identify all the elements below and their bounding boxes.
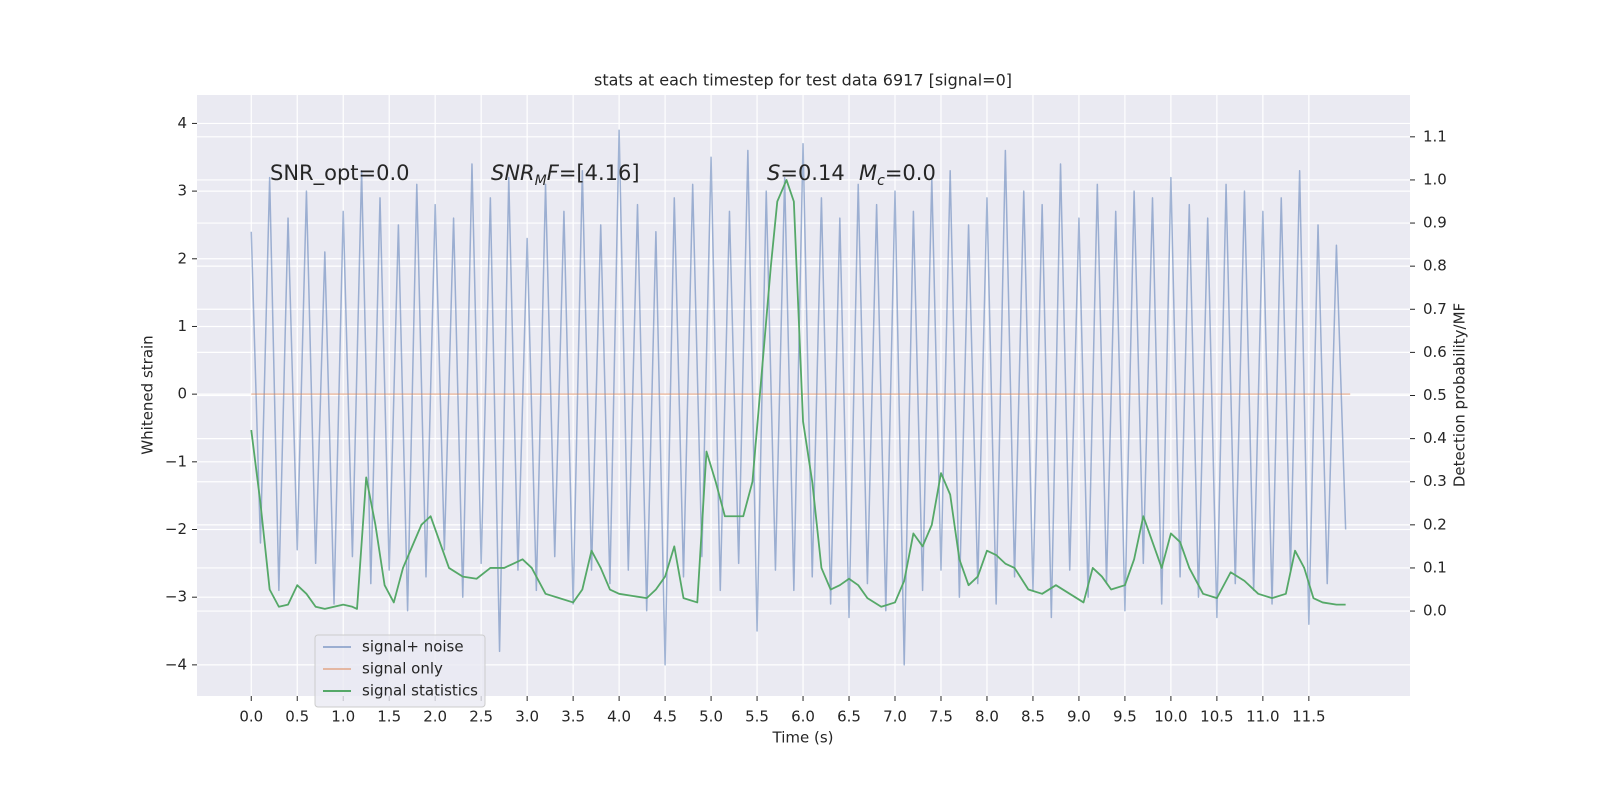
chart-title: stats at each timestep for test data 691… xyxy=(594,71,1012,90)
y2-tick-label: 0.4 xyxy=(1423,429,1447,447)
legend-label: signal only xyxy=(362,660,443,678)
x-tick-label: 5.0 xyxy=(699,708,723,726)
x-tick-label: 4.5 xyxy=(653,708,677,726)
x-tick-label: 7.5 xyxy=(929,708,953,726)
x-tick-label: 11.0 xyxy=(1246,708,1279,726)
x-tick-label: 6.5 xyxy=(837,708,861,726)
annotation-part: M xyxy=(535,173,547,189)
legend: signal+ noise signal only signal statistic… xyxy=(314,634,486,708)
x-tick-label: 5.5 xyxy=(745,708,769,726)
annotation-part: SNR_opt=0.0 xyxy=(270,161,410,186)
x-tick-label: 1.0 xyxy=(331,708,355,726)
y-tick-label: −4 xyxy=(165,655,187,673)
x-tick-label: 2.0 xyxy=(423,708,447,726)
y-tick-label: 3 xyxy=(177,182,187,200)
marks xyxy=(250,129,1351,666)
annotation-part: SNR xyxy=(491,161,535,185)
y2-tick-label: 0.5 xyxy=(1423,386,1447,404)
y2-tick-label: 0.9 xyxy=(1423,214,1447,232)
series-line xyxy=(250,179,1346,610)
x-tick-label: 2.5 xyxy=(469,708,493,726)
annotation-part: =0.0 xyxy=(885,161,936,185)
y2-tick-label: 0.8 xyxy=(1423,257,1447,275)
legend-label: signal statistics xyxy=(362,682,478,700)
annotation: S=0.14 xyxy=(767,161,845,185)
legend-label: signal+ noise xyxy=(362,638,464,656)
y2-tick-label: 0.2 xyxy=(1423,515,1447,533)
x-tick-label: 8.5 xyxy=(1021,708,1045,726)
y-tick-label: −1 xyxy=(165,452,187,470)
y-tick-label: 0 xyxy=(177,385,187,403)
annotation-part: =[4.16] xyxy=(559,161,640,185)
x-tick-label: 4.0 xyxy=(607,708,631,726)
x-tick-label: 8.0 xyxy=(975,708,999,726)
x-tick-label: 0.0 xyxy=(239,708,263,726)
x-axis-label: Time (s) xyxy=(772,729,834,747)
annotation-part: M xyxy=(859,161,877,185)
x-tick-label: 1.5 xyxy=(377,708,401,726)
y-tick-label: −2 xyxy=(165,520,187,538)
annotation: SNR_opt=0.0 xyxy=(270,161,410,186)
y-tick-label: 4 xyxy=(177,114,187,132)
y-axis-label: Whitened strain xyxy=(139,335,157,454)
annotation-part: S xyxy=(767,161,780,185)
y2-axis-label: Detection probability/MF xyxy=(1451,303,1469,487)
y2-tick-label: 0.6 xyxy=(1423,343,1447,361)
y-tick-label: 2 xyxy=(177,249,187,267)
series-line xyxy=(250,129,1347,666)
annotation-part: c xyxy=(877,173,885,189)
y2-tick-label: 0.0 xyxy=(1423,602,1447,620)
y2-tick-label: 0.1 xyxy=(1423,558,1447,576)
x-tick-label: 3.5 xyxy=(561,708,585,726)
x-tick-label: 9.5 xyxy=(1113,708,1137,726)
y-tick-label: −3 xyxy=(165,588,187,606)
y2-tick-label: 1.0 xyxy=(1423,170,1447,188)
annotation: SNRMF=[4.16] xyxy=(491,161,640,189)
y2-tick-label: 0.3 xyxy=(1423,472,1447,490)
y-tick-label: 1 xyxy=(177,317,187,335)
x-tick-label: 9.0 xyxy=(1067,708,1091,726)
x-tick-label: 7.0 xyxy=(883,708,907,726)
x-tick-label: 10.0 xyxy=(1154,708,1187,726)
annotation-part: F xyxy=(547,161,560,185)
x-tick-label: 3.0 xyxy=(515,708,539,726)
y2-tick-label: 1.1 xyxy=(1423,127,1447,145)
x-tick-label: 6.0 xyxy=(791,708,815,726)
y2-tick-label: 0.7 xyxy=(1423,300,1447,318)
x-tick-label: 0.5 xyxy=(285,708,309,726)
x-tick-label: 10.5 xyxy=(1200,708,1233,726)
x-tick-label: 11.5 xyxy=(1292,708,1325,726)
legend-box xyxy=(314,634,486,708)
annotation: Mc=0.0 xyxy=(859,161,936,189)
annotation-part: =0.14 xyxy=(780,161,844,185)
